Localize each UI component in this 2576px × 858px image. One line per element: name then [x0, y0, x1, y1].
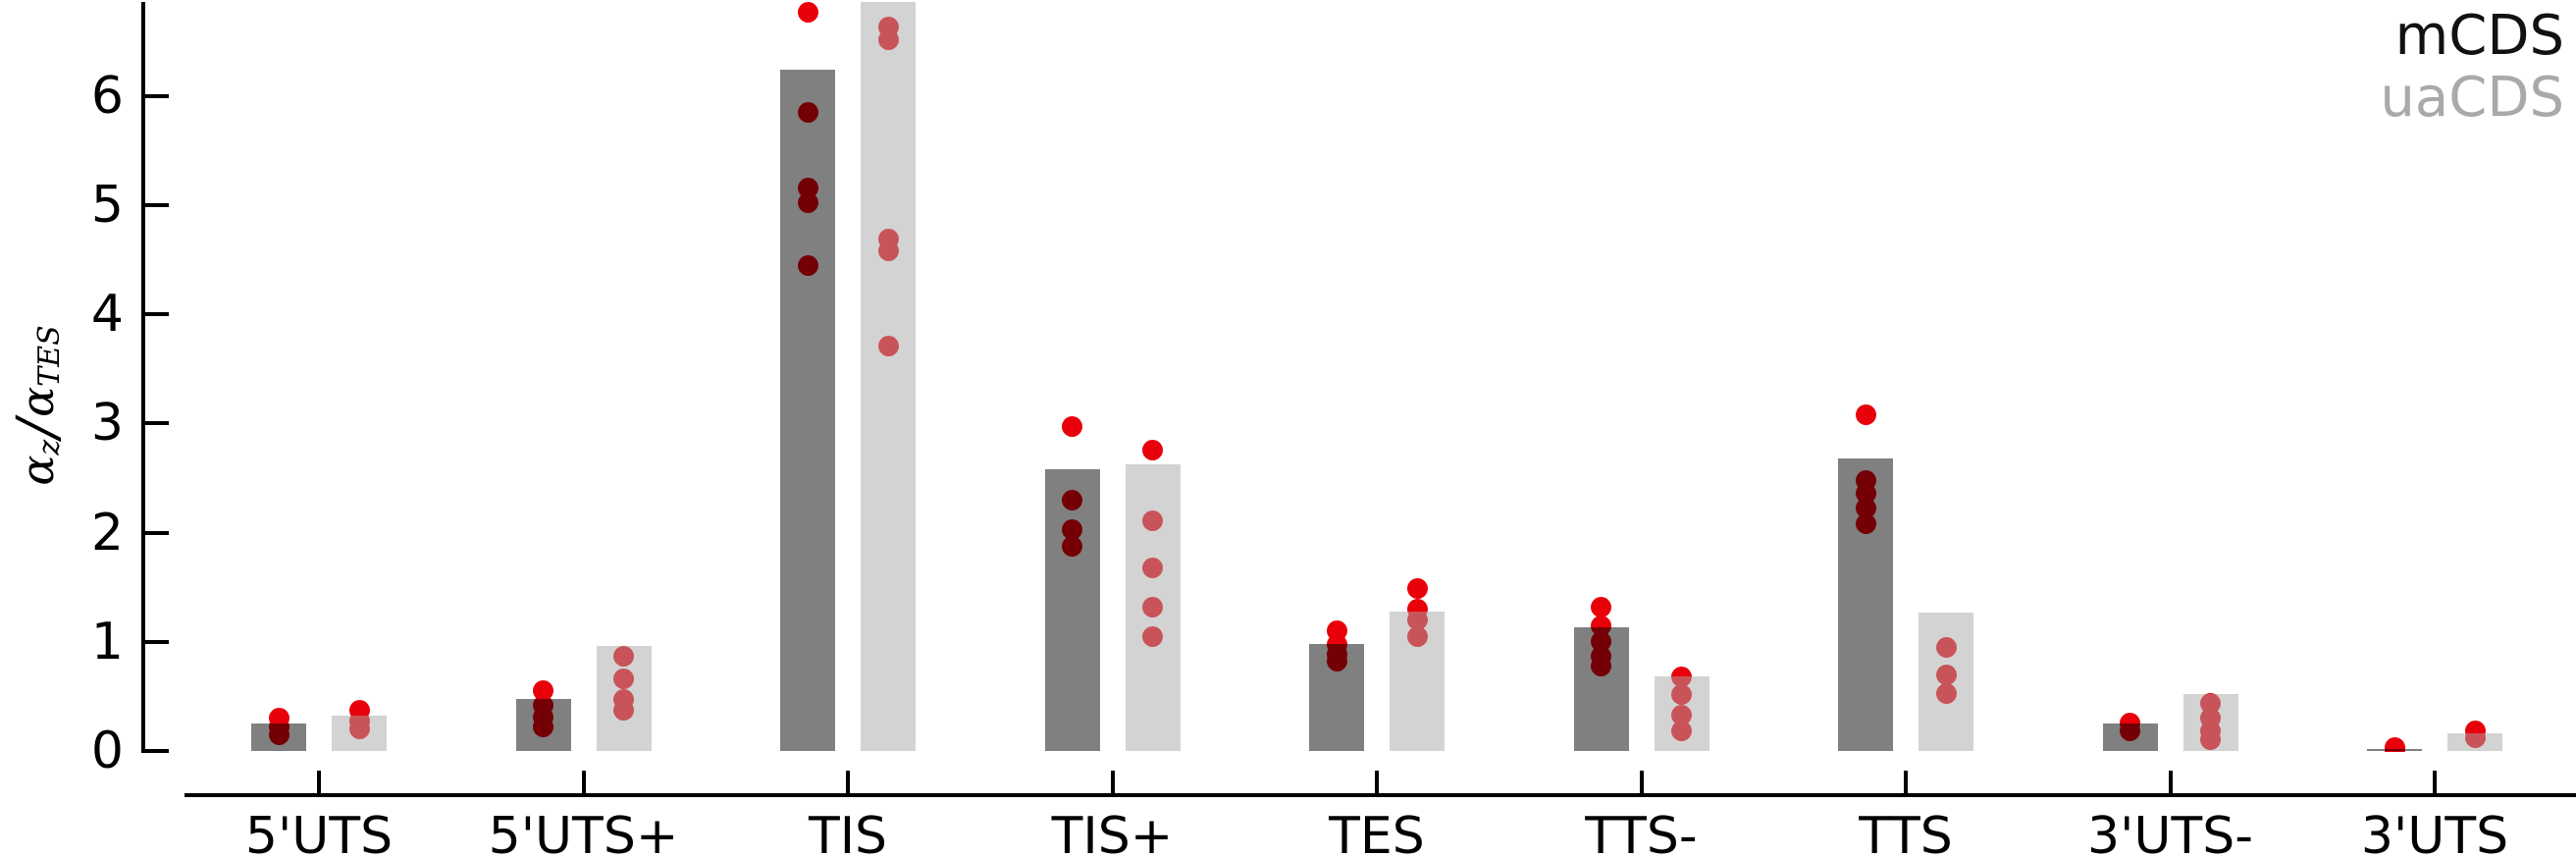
data-point-mcds [1326, 651, 1347, 672]
y-tick-mark [143, 639, 169, 644]
x-tick-label: TTS [1859, 807, 1953, 858]
x-tick-label: 5'UTS [244, 807, 394, 858]
x-tick-label: TIS [808, 807, 888, 858]
data-point-mcds [1855, 497, 1876, 518]
bar-mcds-7 [1838, 458, 1893, 751]
data-point-mcds [1062, 489, 1082, 510]
y-tick-label: 6 [90, 66, 124, 126]
bar-mcds-9 [2367, 749, 2422, 751]
y-axis-label: α z / α TES [5, 258, 70, 553]
y-tick-mark [143, 93, 169, 98]
data-point-mcds [533, 717, 553, 738]
data-point-mcds [1062, 518, 1082, 540]
data-point-mcds [797, 1, 818, 23]
y-tick-mark [143, 749, 169, 753]
bar-mcds-8 [2102, 724, 2158, 751]
bar-uacds-4 [1125, 463, 1181, 751]
bar-uacds-6 [1654, 676, 1709, 751]
x-tick-label: 3'UTS- [2087, 807, 2253, 858]
x-tick-label: 3'UTS [2360, 807, 2509, 858]
x-tick-mark [317, 771, 321, 793]
y-tick-mark [143, 312, 169, 317]
bar-uacds-1 [332, 716, 387, 751]
x-tick-mark [1904, 771, 1908, 793]
x-tick-mark [1110, 771, 1115, 793]
data-point-mcds [2384, 739, 2405, 752]
x-tick-label: TIS+ [1051, 807, 1174, 858]
y-tick-mark [143, 421, 169, 426]
x-tick-label: TTS- [1585, 807, 1698, 858]
y-tick-label: 4 [90, 285, 124, 345]
y-label-alpha2: α [11, 386, 64, 417]
x-tick-mark [2168, 771, 2173, 793]
x-tick-label: 5'UTS+ [488, 807, 679, 858]
legend: mCDS uaCDS [2380, 4, 2564, 130]
x-tick-mark [1639, 771, 1644, 793]
y-tick-mark [143, 530, 169, 535]
x-tick-label: TES [1329, 807, 1425, 858]
data-point-mcds [1062, 535, 1082, 557]
data-point-mcds [1591, 615, 1611, 636]
bar-mcds-1 [251, 724, 306, 751]
y-tick-label: 1 [90, 612, 124, 671]
x-tick-mark [1375, 771, 1379, 793]
bar-mcds-6 [1573, 627, 1629, 751]
y-tick-label: 0 [90, 722, 124, 780]
data-point-mcds [268, 724, 289, 745]
data-point-mcds [1855, 404, 1876, 426]
data-point-mcds [797, 254, 818, 276]
bar-mcds-2 [515, 698, 571, 751]
bar-uacds-8 [2182, 694, 2238, 751]
y-label-alpha: α [11, 455, 64, 486]
x-axis-line [184, 793, 2576, 797]
y-tick-label: 3 [90, 394, 124, 454]
legend-entry-uacds: uaCDS [2380, 65, 2564, 130]
data-point-mcds [1591, 596, 1611, 617]
y-axis-spine [141, 2, 145, 753]
bar-uacds-3 [861, 2, 916, 751]
data-point-mcds [797, 102, 818, 124]
bar-mcds-3 [780, 70, 835, 751]
bar-uacds-9 [2447, 733, 2502, 751]
bar-mcds-4 [1044, 469, 1100, 751]
y-label-sub-z: z [31, 439, 67, 456]
x-tick-mark [2433, 771, 2437, 793]
y-tick-label: 2 [90, 503, 124, 563]
bar-mcds-5 [1309, 644, 1364, 751]
y-tick-mark [143, 203, 169, 208]
bar-uacds-5 [1390, 611, 1445, 751]
bar-uacds-7 [1919, 612, 1973, 751]
data-point-uacds [1406, 577, 1428, 599]
x-tick-mark [581, 771, 586, 793]
data-point-mcds [1591, 655, 1611, 676]
data-point-uacds [1142, 439, 1163, 460]
bar-uacds-2 [596, 646, 652, 751]
data-point-mcds [1062, 416, 1082, 438]
plot-area [251, 1, 2502, 752]
y-tick-label: 5 [90, 176, 124, 236]
y-label-sub-tes: TES [31, 325, 67, 387]
y-label-slash: / [5, 418, 70, 438]
data-point-mcds [2120, 721, 2140, 742]
data-point-mcds [1855, 513, 1876, 535]
data-point-mcds [797, 192, 818, 214]
legend-entry-mcds: mCDS [2394, 4, 2564, 68]
x-tick-mark [846, 771, 850, 793]
